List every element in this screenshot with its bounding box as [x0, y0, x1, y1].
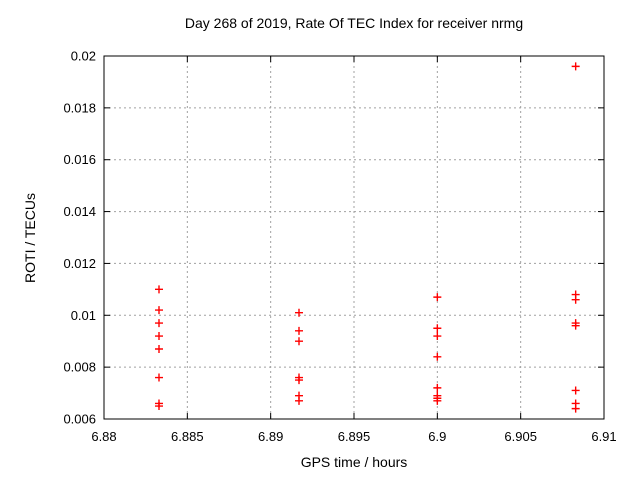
data-point-marker [155, 373, 163, 382]
data-point-marker [433, 332, 442, 341]
data-point-marker [433, 293, 442, 302]
y-tick-label: 0.006 [63, 412, 96, 427]
y-tick-label: 0.018 [63, 100, 96, 115]
data-point-marker [155, 319, 163, 328]
data-point-marker [155, 306, 163, 315]
data-point-marker [295, 326, 303, 335]
data-point-marker [295, 396, 303, 405]
y-tick-label: 0.012 [63, 256, 96, 271]
data-point-marker [571, 321, 580, 330]
data-point-marker [155, 332, 163, 341]
x-tick-label: 6.9 [428, 429, 446, 444]
y-tick-label: 0.02 [71, 49, 96, 64]
data-point-marker [295, 376, 303, 385]
x-tick-label: 6.89 [258, 429, 283, 444]
y-tick-label: 0.014 [63, 204, 96, 219]
y-tick-label: 0.016 [63, 152, 96, 167]
x-tick-label: 6.88 [91, 429, 116, 444]
data-point-marker [155, 402, 163, 411]
data-point-marker [433, 396, 442, 405]
data-point-marker [433, 352, 442, 361]
x-tick-label: 6.885 [171, 429, 204, 444]
data-point-marker [571, 404, 580, 413]
x-tick-label: 6.905 [504, 429, 537, 444]
x-axis-label: GPS time / hours [300, 454, 408, 470]
y-tick-label: 0.008 [63, 360, 96, 375]
data-point-marker [433, 383, 442, 392]
x-tick-label: 6.91 [591, 429, 616, 444]
data-point-marker [433, 324, 442, 333]
x-tick-label: 6.895 [338, 429, 371, 444]
data-point-marker [155, 344, 163, 353]
y-axis-label: ROTI / TECUs [22, 193, 38, 283]
data-point-marker [155, 285, 163, 294]
y-tick-label: 0.01 [71, 308, 96, 323]
data-point-marker [571, 62, 580, 71]
data-point-marker [571, 386, 580, 395]
chart-title: Day 268 of 2019, Rate Of TEC Index for r… [184, 15, 524, 31]
data-point-marker [571, 295, 580, 304]
data-point-marker [295, 308, 303, 317]
data-point-marker [295, 337, 303, 346]
